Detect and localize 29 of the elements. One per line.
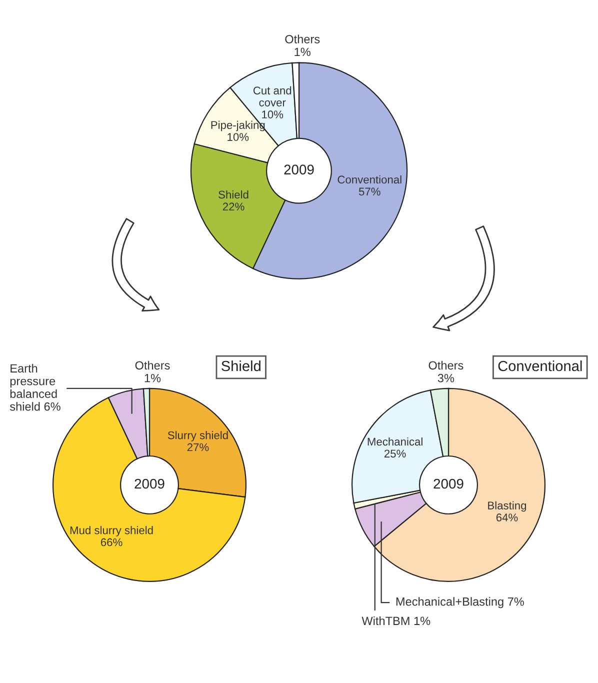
data-label: 1% xyxy=(294,48,310,56)
text: 2009 xyxy=(134,478,164,489)
data-label: 57% xyxy=(358,188,380,196)
slice-label: Others xyxy=(135,360,170,370)
slice-label: Cut and cover xyxy=(253,86,292,106)
chart-title: Conventional xyxy=(498,360,582,372)
slice-label: Blasting xyxy=(488,501,526,512)
data-label: 3% xyxy=(438,374,454,382)
slice-label: Slurry shield xyxy=(168,431,228,442)
slice-label: Others xyxy=(428,360,464,370)
text: 2009 xyxy=(284,164,314,174)
data-label: 10% xyxy=(262,110,284,118)
data-label: 25% xyxy=(384,450,406,458)
slice-label: WithTBM 1% xyxy=(362,616,430,626)
data-label: 22% xyxy=(222,202,244,210)
slice-label: Others xyxy=(285,34,320,44)
data-label: 10% xyxy=(228,133,249,141)
data-label: 64% xyxy=(496,514,518,522)
chart-title: Shield xyxy=(222,360,260,372)
slice-label: Earth pressure balanced shield 6% xyxy=(10,364,60,411)
data-label: 1% xyxy=(144,374,161,382)
slice-label: Mechanical xyxy=(368,437,422,446)
text: 2009 xyxy=(434,478,464,489)
data-label: 66% xyxy=(100,538,122,546)
data-label: 27% xyxy=(187,443,209,452)
slice-label: Shield xyxy=(218,190,248,199)
slice-label: Conventional xyxy=(338,175,402,184)
slice-label: Mechanical+Blasting 7% xyxy=(396,597,524,608)
slice-label: Mud slurry shield xyxy=(70,526,153,536)
